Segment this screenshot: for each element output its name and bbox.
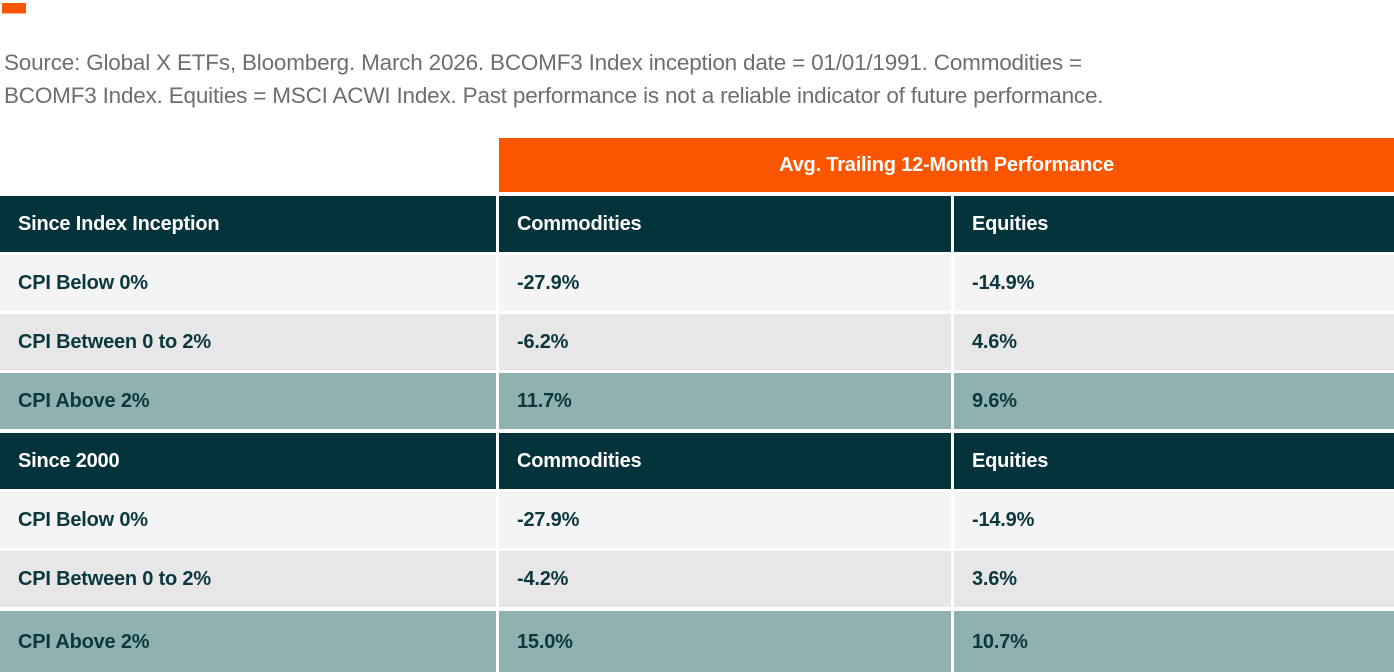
table-banner: Avg. Trailing 12-Month Performance xyxy=(499,138,1394,192)
commodities-value: -6.2% xyxy=(499,314,951,370)
equities-value: 9.6% xyxy=(954,373,1394,429)
row-label: CPI Above 2% xyxy=(0,611,496,672)
brand-logo-mark-icon xyxy=(2,3,26,13)
commodities-value: -4.2% xyxy=(499,551,951,607)
commodities-value: 11.7% xyxy=(499,373,951,429)
table-row: CPI Between 0 to 2% -4.2% 3.6% xyxy=(0,551,1394,607)
row-label: CPI Above 2% xyxy=(0,373,496,429)
section-1-title: Since Index Inception xyxy=(0,196,496,252)
equities-value: -14.9% xyxy=(954,492,1394,548)
performance-table: Avg. Trailing 12-Month Performance Since… xyxy=(0,138,1394,672)
commodities-value: -27.9% xyxy=(499,255,951,311)
section-2-header-row: Since 2000 Commodities Equities xyxy=(0,433,1394,489)
table-row-highlighted: CPI Above 2% 15.0% 10.7% xyxy=(0,611,1394,672)
section-1-header-row: Since Index Inception Commodities Equiti… xyxy=(0,196,1394,252)
equities-value: -14.9% xyxy=(954,255,1394,311)
source-note: Source: Global X ETFs, Bloomberg. March … xyxy=(4,50,1104,108)
column-header-equities: Equities xyxy=(954,196,1394,252)
row-label: CPI Below 0% xyxy=(0,492,496,548)
equities-value: 10.7% xyxy=(954,611,1394,672)
table-row-highlighted: CPI Above 2% 11.7% 9.6% xyxy=(0,373,1394,429)
commodities-value: 15.0% xyxy=(499,611,951,672)
table-row: CPI Below 0% -27.9% -14.9% xyxy=(0,255,1394,311)
row-label: CPI Between 0 to 2% xyxy=(0,551,496,607)
equities-value: 4.6% xyxy=(954,314,1394,370)
column-header-commodities: Commodities xyxy=(499,433,951,489)
table-row: CPI Between 0 to 2% -6.2% 4.6% xyxy=(0,314,1394,370)
banner-row: Avg. Trailing 12-Month Performance xyxy=(0,138,1394,192)
equities-value: 3.6% xyxy=(954,551,1394,607)
column-header-equities: Equities xyxy=(954,433,1394,489)
row-label: CPI Between 0 to 2% xyxy=(0,314,496,370)
table-row: CPI Below 0% -27.9% -14.9% xyxy=(0,492,1394,548)
commodities-value: -27.9% xyxy=(499,492,951,548)
column-header-commodities: Commodities xyxy=(499,196,951,252)
section-2-title: Since 2000 xyxy=(0,433,496,489)
row-label: CPI Below 0% xyxy=(0,255,496,311)
